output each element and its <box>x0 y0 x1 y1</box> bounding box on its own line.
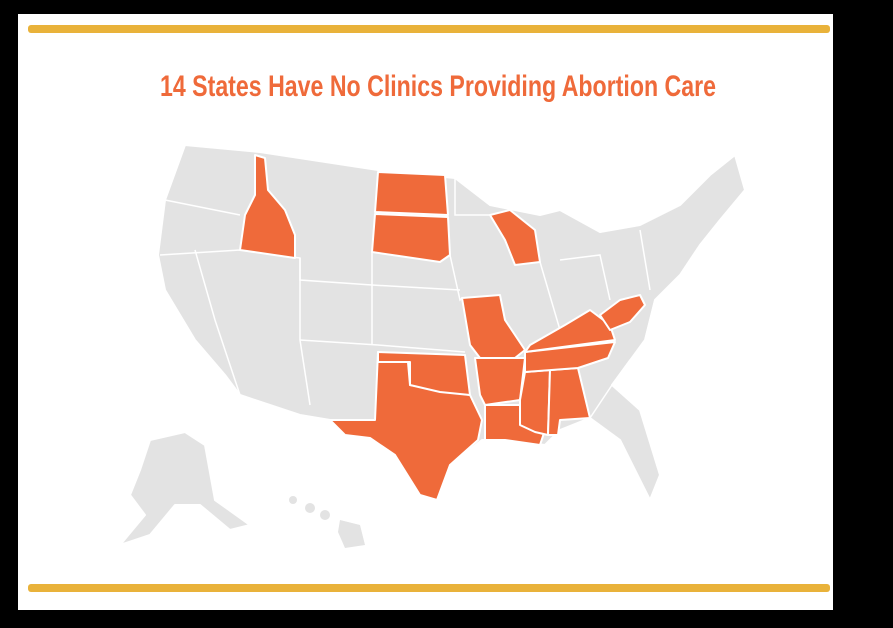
title: 14 States Have No Clinics Providing Abor… <box>160 70 716 103</box>
south-dakota <box>371 213 451 263</box>
hawaii <box>289 496 365 548</box>
west-virginia <box>599 294 646 331</box>
oklahoma <box>377 351 471 396</box>
missouri <box>461 294 526 363</box>
mississippi <box>519 369 551 436</box>
arkansas <box>474 357 526 406</box>
state-borders <box>159 178 651 419</box>
bottom-stripe <box>28 584 830 592</box>
idaho <box>239 154 296 259</box>
us-map <box>119 144 746 548</box>
wisconsin <box>489 209 541 266</box>
lower-48 <box>157 144 746 501</box>
north-dakota <box>374 171 449 216</box>
top-stripe <box>28 25 830 33</box>
alaska <box>119 431 251 546</box>
